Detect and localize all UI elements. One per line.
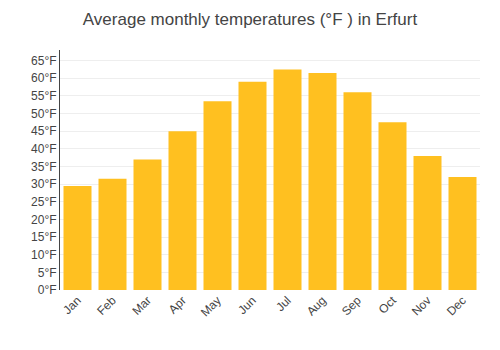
svg-text:Jul: Jul	[273, 293, 294, 314]
svg-text:May: May	[198, 293, 224, 319]
svg-text:65°F: 65°F	[31, 54, 56, 68]
svg-text:Nov: Nov	[409, 293, 434, 318]
svg-text:35°F: 35°F	[31, 160, 56, 174]
svg-text:30°F: 30°F	[31, 177, 56, 191]
svg-text:Apr: Apr	[166, 293, 189, 316]
svg-text:Jan: Jan	[60, 293, 84, 317]
svg-text:55°F: 55°F	[31, 89, 56, 103]
svg-text:Aug: Aug	[304, 293, 329, 318]
svg-text:10°F: 10°F	[31, 248, 56, 262]
svg-text:Oct: Oct	[376, 293, 400, 317]
svg-text:Average monthly temperatures (: Average monthly temperatures (°F ) in Er…	[83, 10, 418, 29]
svg-text:60°F: 60°F	[31, 71, 56, 85]
svg-text:50°F: 50°F	[31, 107, 56, 121]
svg-text:Sep: Sep	[339, 293, 364, 318]
svg-text:0°F: 0°F	[38, 283, 57, 297]
svg-text:Jun: Jun	[235, 293, 259, 317]
svg-text:Dec: Dec	[444, 293, 469, 318]
svg-text:5°F: 5°F	[38, 266, 57, 280]
svg-text:40°F: 40°F	[31, 142, 56, 156]
svg-text:Feb: Feb	[94, 293, 119, 318]
svg-text:15°F: 15°F	[31, 230, 56, 244]
svg-text:20°F: 20°F	[31, 213, 56, 227]
svg-text:25°F: 25°F	[31, 195, 56, 209]
svg-text:45°F: 45°F	[31, 124, 56, 138]
svg-text:Mar: Mar	[129, 293, 154, 318]
